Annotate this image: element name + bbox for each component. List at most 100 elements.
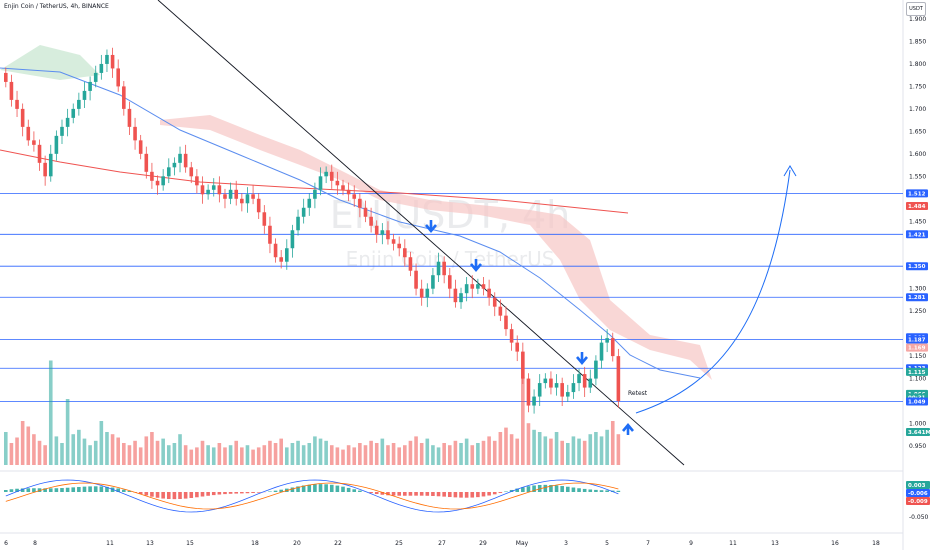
- macd-histogram-bar: [554, 485, 559, 492]
- volume-bar: [228, 445, 233, 465]
- candle-body: [32, 140, 36, 145]
- candle-body: [127, 108, 132, 127]
- macd-histogram-bar: [240, 492, 244, 494]
- macd-histogram-bar: [470, 492, 475, 498]
- macd-histogram-bar: [223, 492, 227, 495]
- volume-bar: [223, 447, 227, 465]
- x-axis-tick-label: 20: [293, 540, 301, 547]
- candle-body: [447, 275, 452, 289]
- candle-body: [71, 108, 76, 118]
- candle-body: [65, 117, 70, 127]
- volume-bar: [161, 438, 165, 465]
- macd-histogram-bar: [183, 492, 188, 499]
- volume-bar: [616, 434, 621, 465]
- macd-histogram-bar: [4, 490, 8, 492]
- candle-body: [290, 230, 295, 249]
- macd-histogram-bar: [189, 492, 194, 498]
- y-axis-tick-label: 1.600: [909, 151, 926, 158]
- y-axis-tick-label: 1.000: [909, 421, 926, 428]
- macd-histogram-bar: [273, 490, 278, 492]
- projection-curve: [635, 169, 791, 414]
- volume-bar: [26, 426, 31, 465]
- currency-selector[interactable]: USDT: [906, 2, 926, 16]
- candle-body: [122, 86, 126, 109]
- volume-bar: [301, 445, 306, 465]
- price-badge-bg: [906, 201, 928, 210]
- macd-histogram-bar: [515, 488, 520, 492]
- macd-histogram-bar: [431, 492, 435, 496]
- volume-bar: [481, 440, 486, 465]
- macd-histogram-bar: [397, 492, 401, 496]
- volume-bar: [504, 427, 508, 465]
- macd-histogram-bar: [481, 492, 486, 497]
- volume-bar: [498, 432, 503, 465]
- volume-bar: [99, 421, 104, 465]
- macd-histogram-bar: [48, 488, 53, 492]
- volume-bar: [403, 445, 407, 465]
- macd-histogram-bar: [571, 487, 576, 492]
- macd-axis-tick-label: -0.050: [909, 514, 929, 521]
- volume-bar: [554, 432, 559, 465]
- x-axis-tick-label: 18: [251, 540, 259, 547]
- price-badge-label: 1.421: [908, 232, 926, 238]
- macd-histogram-bar: [408, 492, 413, 496]
- price-badge-bg: [906, 343, 928, 352]
- candle-body: [358, 198, 362, 208]
- macd-histogram-bar: [537, 484, 542, 492]
- volume-bar: [442, 443, 446, 465]
- volume-bar: [9, 443, 14, 465]
- macd-histogram-bar: [594, 489, 598, 492]
- up-arrow-head: [622, 422, 634, 432]
- candle-body: [470, 284, 475, 289]
- volume-bar: [116, 437, 120, 465]
- macd-badge-label: -0.006: [908, 491, 928, 497]
- macd-histogram-bar: [403, 492, 407, 496]
- macd-histogram-bar: [329, 484, 334, 492]
- volume-bar: [492, 440, 497, 465]
- candle-body: [509, 329, 514, 343]
- projection-arrow-icon: [783, 165, 797, 177]
- down-arrow-head: [576, 356, 588, 366]
- macd-histogram-bar: [290, 487, 295, 492]
- macd-histogram-bar: [15, 488, 19, 492]
- up-arrow-icon: [622, 422, 634, 435]
- price-badge-label: 1.350: [908, 264, 926, 270]
- candle-body: [301, 207, 306, 217]
- macd-histogram-bar: [616, 490, 621, 492]
- down-arrow-icon: [576, 352, 588, 366]
- macd-histogram-bar: [447, 492, 452, 498]
- volume-bar: [189, 449, 194, 465]
- price-badge-bg: [906, 367, 928, 376]
- candle-body: [341, 185, 345, 190]
- candle-body: [498, 306, 503, 316]
- macd-histogram-bar: [414, 492, 418, 496]
- candle-body: [144, 153, 149, 172]
- volume-bar: [537, 432, 542, 465]
- macd-histogram-bar: [588, 489, 593, 492]
- x-axis-tick-label: 7: [646, 540, 650, 547]
- price-badge-label: 1.512: [908, 191, 926, 197]
- volume-bar: [459, 443, 463, 465]
- candle-body: [346, 189, 351, 195]
- volume-bar: [93, 440, 98, 465]
- macd-histogram-bar: [549, 485, 553, 492]
- x-axis-tick-label: 11: [729, 540, 737, 547]
- volume-bar: [155, 440, 160, 465]
- y-axis-tick-label: 1.700: [909, 106, 926, 113]
- moving-average-slow: [0, 149, 629, 214]
- volume-bar: [391, 443, 396, 465]
- volume-bar: [206, 445, 210, 465]
- macd-histogram-bar: [26, 488, 31, 492]
- macd-histogram-bar: [419, 492, 424, 496]
- macd-histogram-bar: [82, 486, 87, 492]
- price-badge-bg: [906, 293, 928, 302]
- volume-bar: [419, 443, 424, 465]
- macd-histogram-bar: [161, 492, 165, 499]
- candle-body: [178, 153, 182, 163]
- macd-signal-line: [5, 482, 619, 510]
- price-badge: 1.421: [906, 230, 928, 239]
- candle-body: [386, 230, 390, 240]
- macd-histogram-bar: [543, 484, 548, 492]
- volume-bar: [566, 443, 570, 465]
